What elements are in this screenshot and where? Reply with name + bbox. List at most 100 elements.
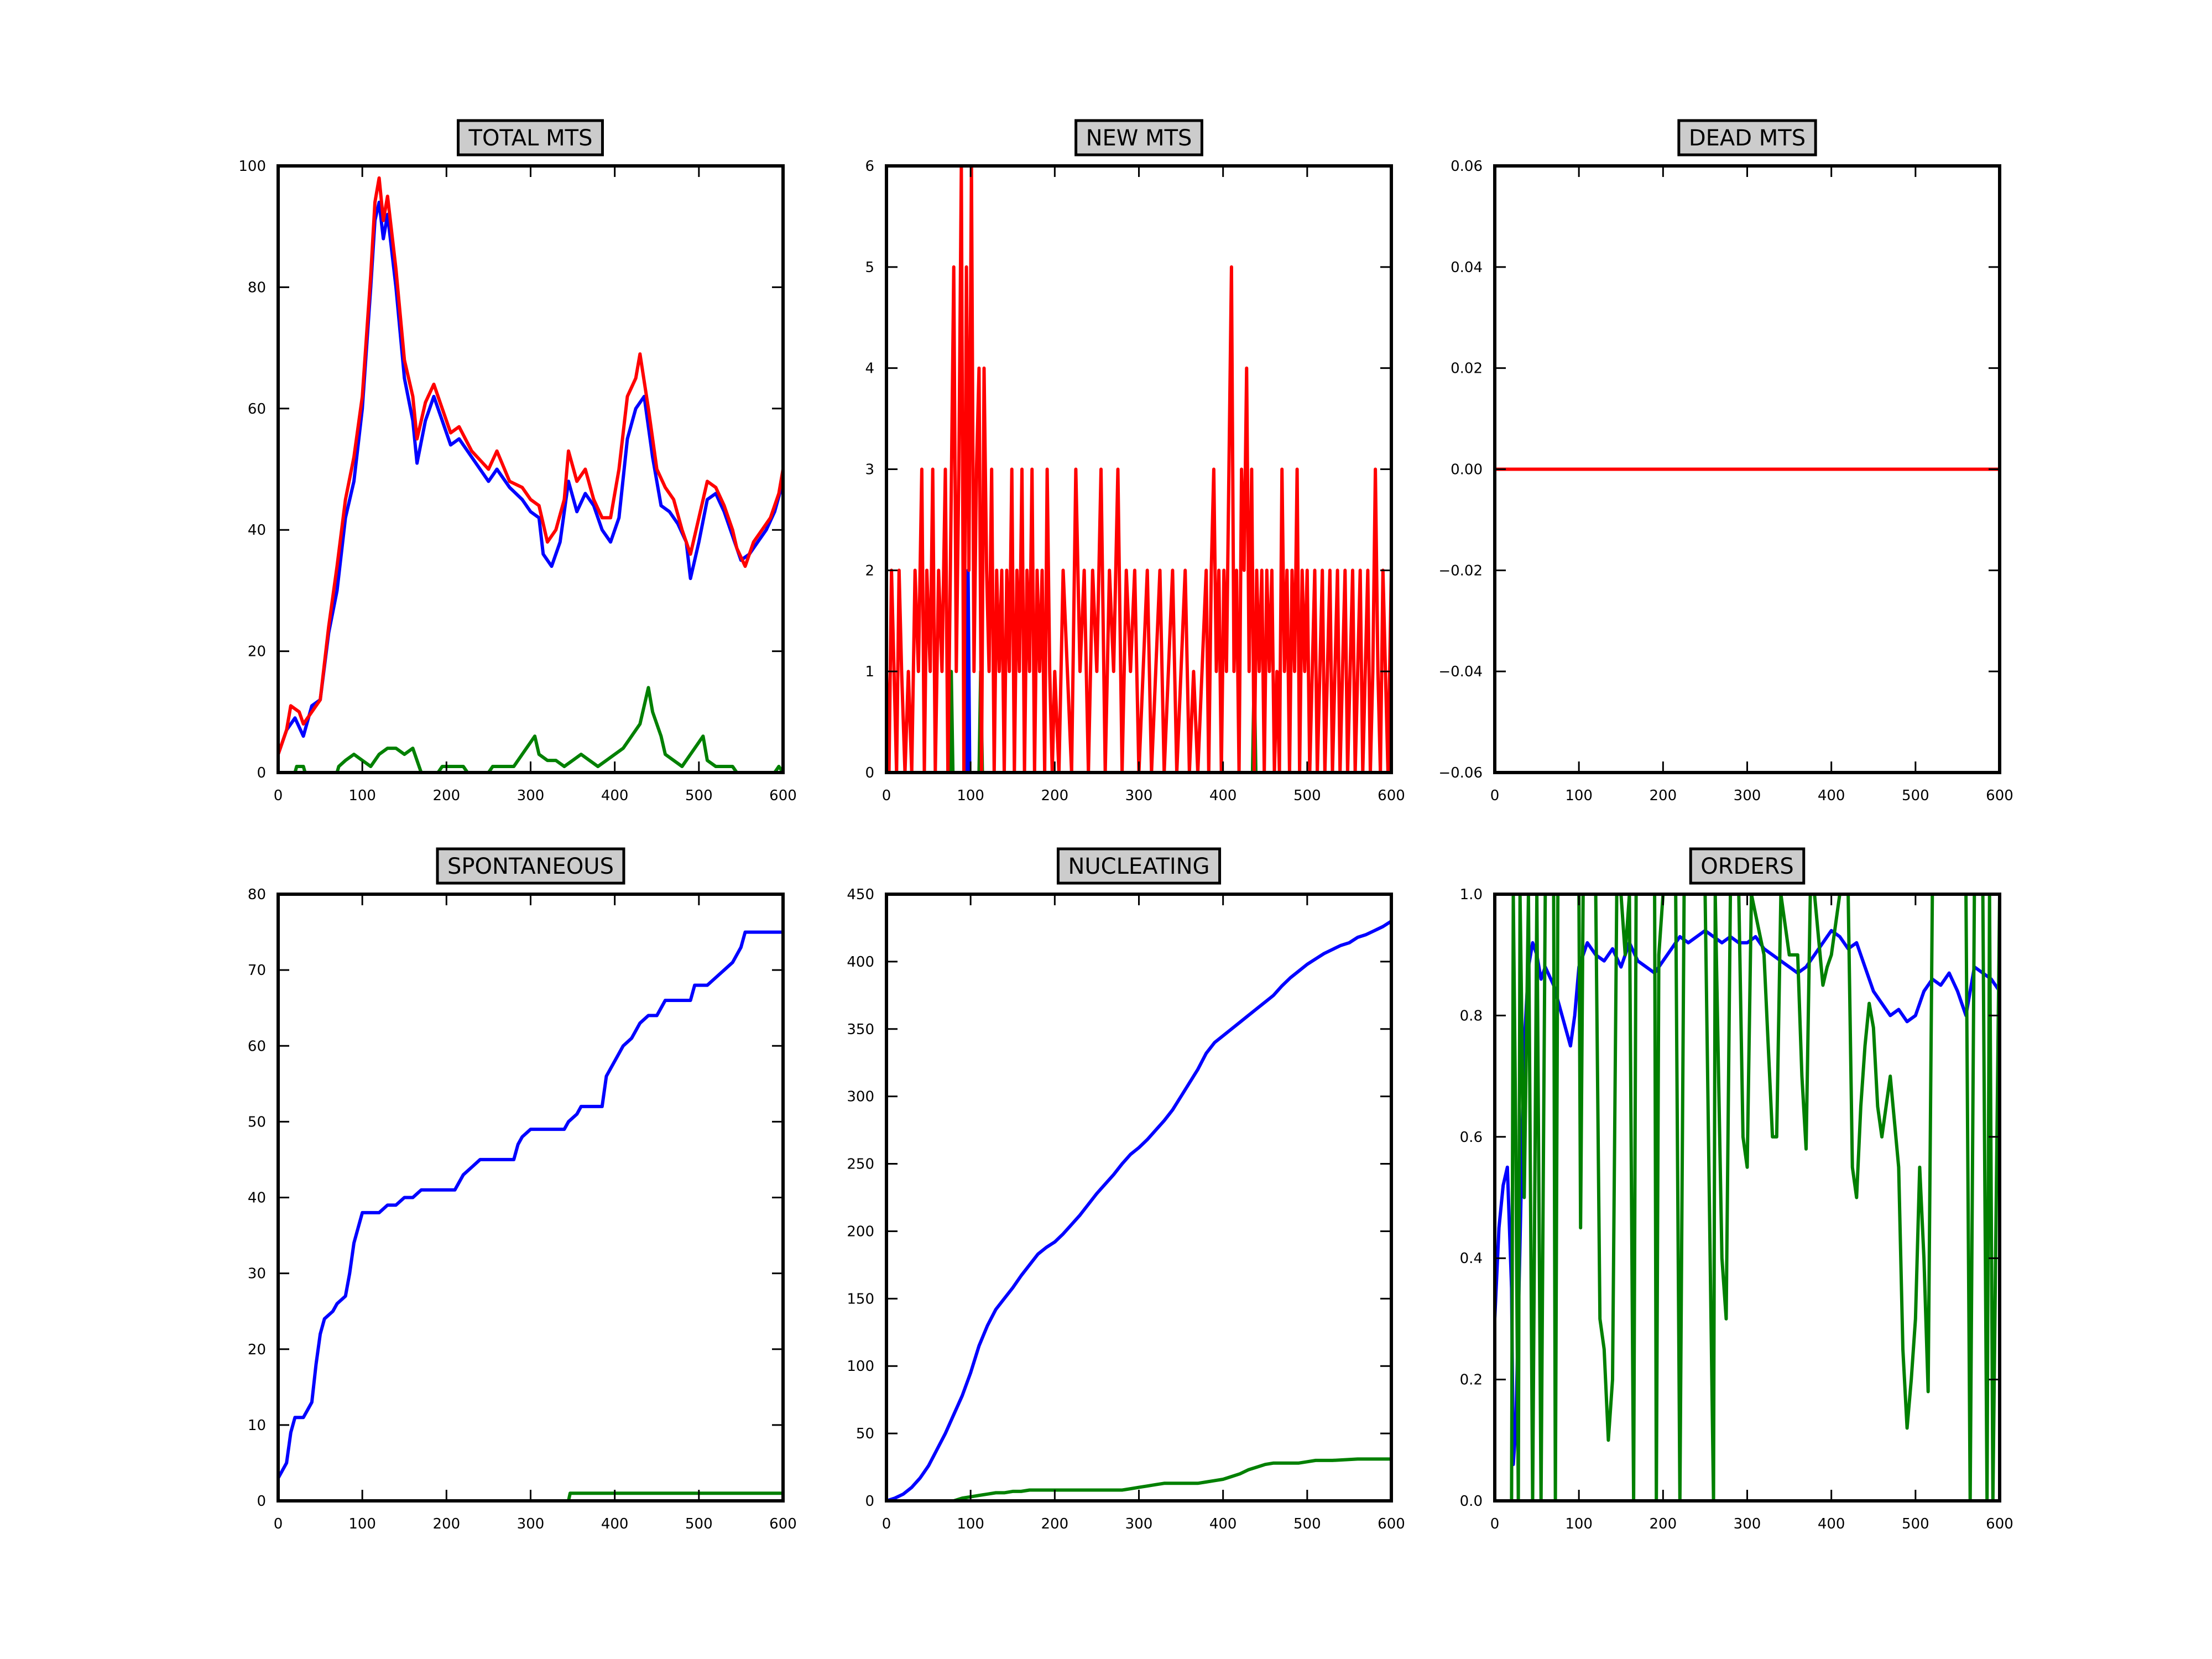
y-tick-label: 0.4 (1460, 1250, 1483, 1267)
x-tick-label: 0 (1490, 1516, 1500, 1532)
series-line-1 (1495, 894, 2000, 1501)
chart-panel-orders: 0 100 200 300 400 500 600 0.0 0.2 0.4 0.6 0.8 1.0 ORD… (1460, 847, 2013, 1532)
y-tick-label: 0 (257, 1493, 266, 1510)
y-tick-label: 60 (248, 401, 266, 418)
x-tick-label: 100 (957, 787, 984, 804)
y-tick-label: 450 (847, 886, 874, 903)
y-tick-label: 2 (865, 562, 874, 579)
x-tick-label: 500 (685, 787, 713, 804)
y-tick-label: 1.0 (1460, 886, 1483, 903)
plot-frame (885, 893, 1393, 1503)
chart-title: DEAD MTS (1689, 126, 1806, 151)
y-tick-label: 50 (856, 1426, 874, 1442)
y-tick-label: 0.06 (1451, 158, 1483, 175)
chart-title-box (1689, 847, 1806, 885)
x-tick-label: 0 (1490, 787, 1500, 804)
x-tick-label: 200 (1041, 787, 1069, 804)
y-tick-label: 0 (865, 1493, 874, 1510)
chart-panel-nucleating: 0 100 200 300 400 500 600 0 50 100 150 200 250 300 350… (847, 847, 1405, 1532)
x-tick-label: 100 (1565, 787, 1593, 804)
series-line-1 (278, 176, 783, 757)
y-tick-label: 0.6 (1460, 1129, 1483, 1146)
y-tick-label: 0.00 (1451, 462, 1483, 478)
y-tick-label: 10 (248, 1417, 266, 1434)
y-tick-label: −0.04 (1438, 664, 1483, 680)
series-line-1 (886, 1457, 1391, 1501)
x-tick-label: 300 (1125, 787, 1153, 804)
y-tick-label: 0.0 (1460, 1493, 1483, 1510)
chart-panel-dead-mts: 0 100 200 300 400 500 600 −0.06 −0.04 −0.02 0.00 0.… (1438, 119, 2013, 804)
y-tick-label: 150 (847, 1291, 874, 1307)
x-tick-label: 200 (433, 1516, 461, 1532)
chart-title-box (457, 119, 604, 156)
y-tick-label: 0.2 (1460, 1372, 1483, 1389)
y-tick-label: 3 (865, 462, 874, 478)
x-tick-label: 300 (1734, 1516, 1761, 1532)
y-tick-label: −0.02 (1438, 562, 1483, 579)
y-tick-label: 50 (248, 1114, 266, 1130)
x-tick-label: 300 (1734, 787, 1761, 804)
x-tick-label: 100 (348, 1516, 376, 1532)
x-tick-label: 400 (601, 787, 629, 804)
chart-title: SPONTANEOUS (447, 854, 614, 879)
chart-title-box (1056, 847, 1222, 885)
chart-panel-total-mts: 0 100 200 300 400 500 600 0 20 40 60 80 100 TOTAL MTS (238, 119, 797, 804)
chart-title-box (1677, 119, 1817, 156)
x-tick-label: 300 (517, 787, 545, 804)
x-tick-label: 100 (348, 787, 376, 804)
x-tick-label: 300 (517, 1516, 545, 1532)
x-tick-label: 500 (1902, 787, 1929, 804)
x-tick-label: 500 (1293, 1516, 1321, 1532)
y-tick-label: 0 (865, 765, 874, 781)
y-tick-label: 5 (865, 259, 874, 276)
x-tick-label: 0 (274, 1516, 283, 1532)
chart-title: NEW MTS (1086, 126, 1192, 151)
y-tick-label: 100 (238, 158, 266, 175)
y-tick-label: 100 (847, 1358, 874, 1375)
series-line-0 (1495, 928, 2000, 1467)
chart-panel-new-mts: 0 100 200 300 400 500 600 0 1 2 3 4 5 6 NEW MTS (865, 119, 1405, 804)
x-tick-label: 100 (957, 1516, 984, 1532)
series-line-0 (278, 930, 783, 1480)
x-tick-label: 600 (769, 787, 797, 804)
x-tick-label: 600 (1986, 1516, 2013, 1532)
y-tick-label: 70 (248, 962, 266, 979)
y-tick-label: 0.8 (1460, 1008, 1483, 1024)
y-tick-label: 20 (248, 1342, 266, 1358)
series-line-0 (278, 200, 783, 757)
y-tick-label: 0.04 (1451, 259, 1483, 276)
y-tick-label: 60 (248, 1038, 266, 1055)
series-line-2 (886, 166, 1391, 773)
series-line-0 (886, 919, 1391, 1501)
y-tick-label: 40 (248, 522, 266, 539)
x-tick-label: 600 (769, 1516, 797, 1532)
chart-title-box (1074, 119, 1203, 156)
y-tick-label: 80 (248, 279, 266, 296)
chart-title: TOTAL MTS (468, 126, 593, 151)
x-tick-label: 200 (1650, 1516, 1677, 1532)
y-tick-label: 200 (847, 1223, 874, 1240)
x-tick-label: 600 (1378, 787, 1405, 804)
x-tick-label: 600 (1986, 787, 2013, 804)
chart-title-box (436, 847, 625, 885)
series-line-1 (278, 1491, 783, 1501)
chart-panel-spontaneous: 0 100 200 300 400 500 600 0 10 20 30 40 50 60 70 80 SPON… (248, 847, 797, 1532)
y-tick-label: 250 (847, 1156, 874, 1173)
plot-frame (1493, 893, 2001, 1503)
x-tick-label: 100 (1565, 1516, 1593, 1532)
y-tick-label: 30 (248, 1266, 266, 1282)
y-tick-label: 4 (865, 361, 874, 377)
chart-title: ORDERS (1700, 854, 1794, 879)
x-tick-label: 400 (1818, 787, 1845, 804)
y-tick-label: −0.06 (1438, 765, 1483, 781)
y-tick-label: 400 (847, 954, 874, 971)
x-tick-label: 400 (1209, 1516, 1237, 1532)
chart-title: NUCLEATING (1068, 854, 1209, 879)
y-tick-label: 0 (257, 765, 266, 781)
y-tick-label: 6 (865, 158, 874, 175)
x-tick-label: 0 (274, 787, 283, 804)
x-tick-label: 400 (601, 1516, 629, 1532)
x-tick-label: 200 (433, 787, 461, 804)
series-line-2 (278, 686, 783, 773)
